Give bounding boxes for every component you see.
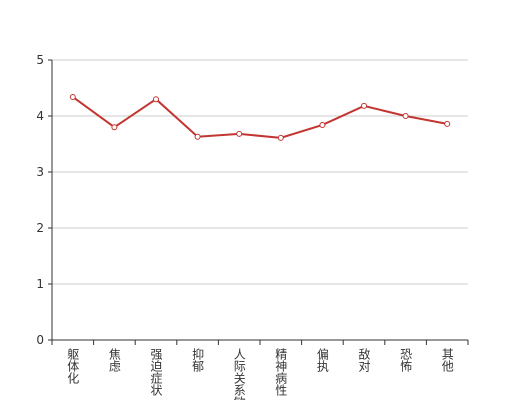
x-tick-label: 偏执 bbox=[315, 347, 329, 373]
x-tick-label: 抑郁 bbox=[191, 347, 205, 373]
point bbox=[194, 133, 201, 140]
y-tick-label: 4 bbox=[36, 109, 44, 123]
y-tick-label: 5 bbox=[36, 53, 44, 67]
y-tick-label: 3 bbox=[36, 165, 44, 179]
point bbox=[361, 102, 367, 109]
x-tick-label: 精神病性 bbox=[274, 348, 288, 397]
x-tick-label: 焦虑 bbox=[107, 348, 121, 372]
x-tick-label: 躯体化 bbox=[66, 347, 80, 385]
point bbox=[69, 93, 76, 100]
point bbox=[236, 130, 243, 137]
point bbox=[153, 96, 159, 103]
point bbox=[319, 121, 326, 128]
x-tick-label: 恐怖 bbox=[399, 348, 413, 372]
point bbox=[402, 113, 409, 119]
y-tick-label: 0 bbox=[36, 333, 44, 347]
point bbox=[444, 120, 451, 127]
x-tick-label: 人际关系敏感 bbox=[232, 348, 246, 400]
x-tick-label: 强迫症状 bbox=[149, 348, 163, 396]
point bbox=[277, 134, 284, 141]
x-tick-label: 其他 bbox=[440, 348, 454, 372]
x-tick-label: 敌对 bbox=[357, 347, 371, 372]
line bbox=[72, 96, 448, 139]
point bbox=[111, 124, 118, 131]
y-tick-label: 2 bbox=[36, 221, 44, 235]
y-tick-label: 1 bbox=[36, 277, 44, 291]
